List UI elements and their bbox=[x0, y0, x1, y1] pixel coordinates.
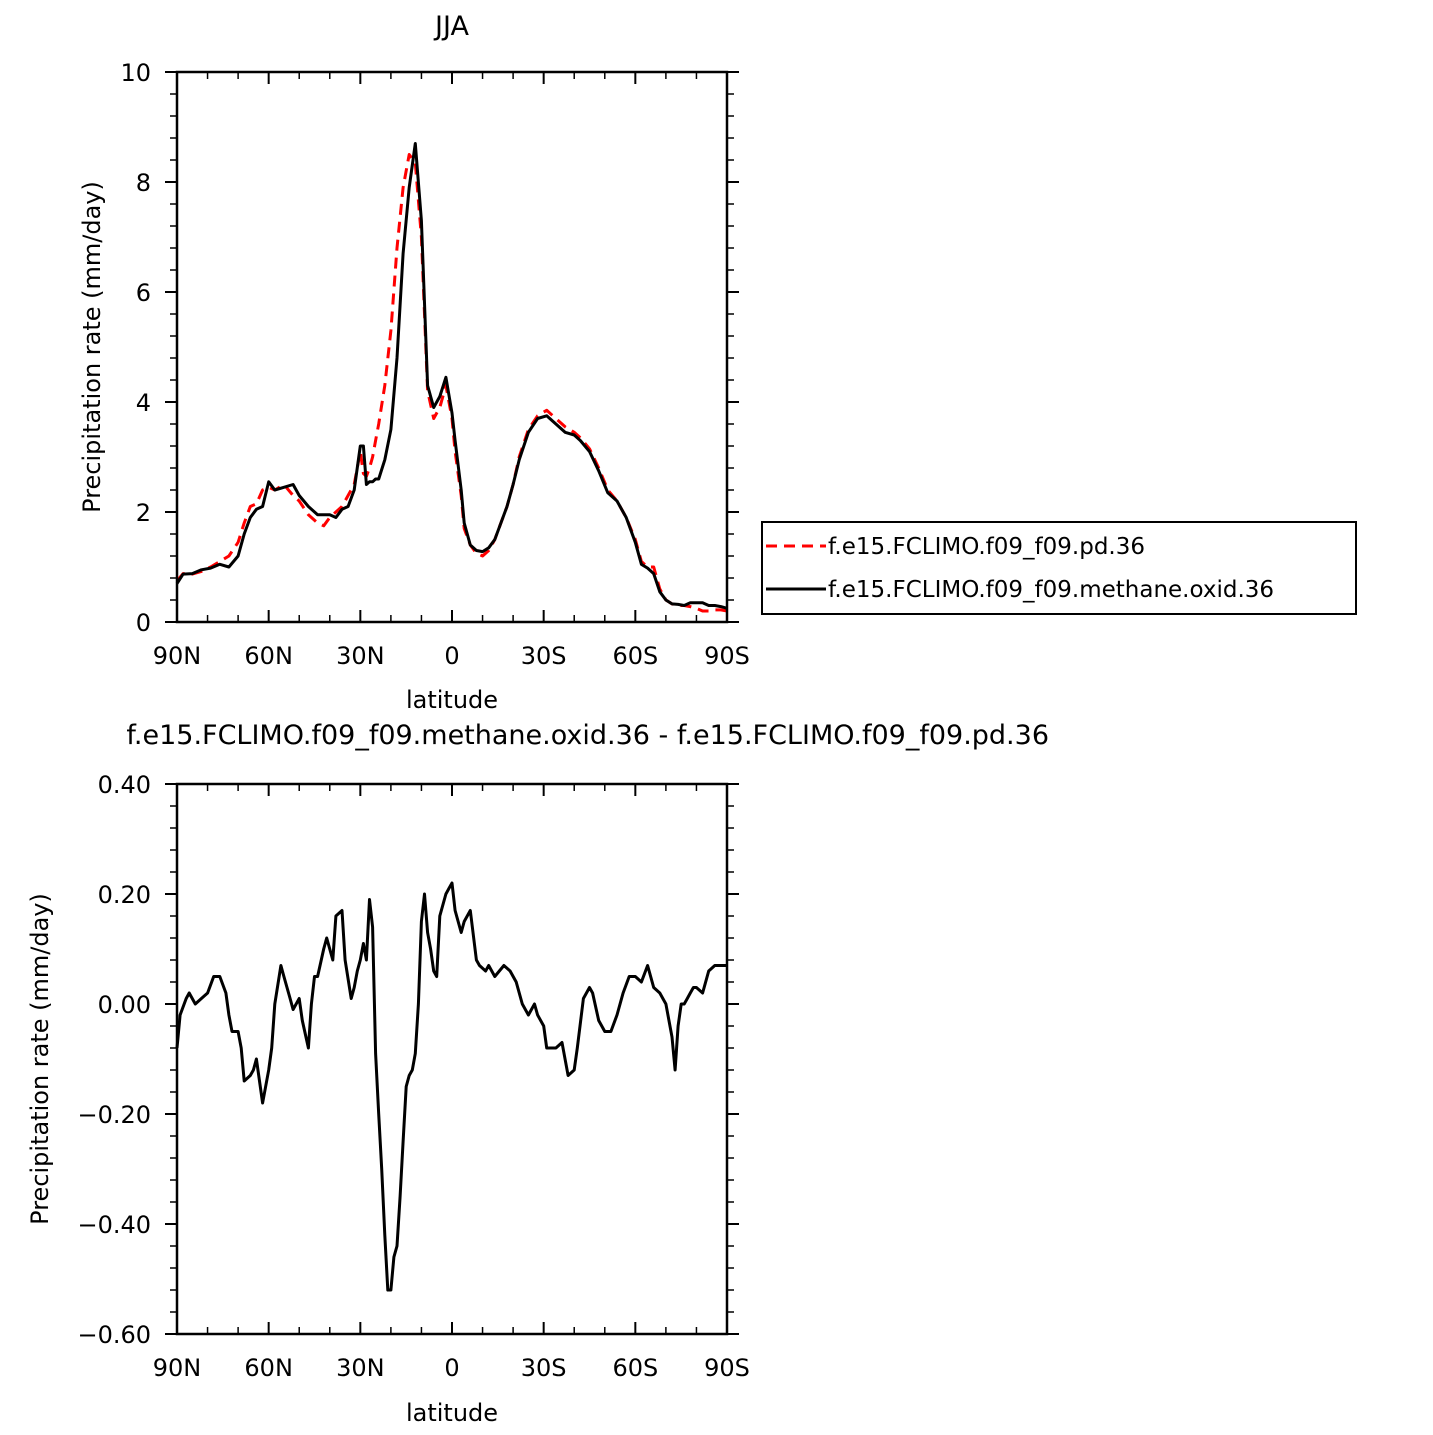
top-x-tick-label: 60N bbox=[244, 642, 293, 670]
top-series-line-methane-oxid bbox=[175, 142, 728, 610]
top-y-tick-label: 8 bbox=[136, 169, 151, 197]
bottom-series-line-difference bbox=[175, 881, 727, 1292]
bottom-chart-x-axis-title: latitude bbox=[406, 1399, 498, 1427]
bottom-chart-panel: f.e15.FCLIMO.f09_f09.methane.oxid.36 - f… bbox=[26, 720, 1049, 1427]
bottom-y-tick-label: 0.00 bbox=[98, 991, 151, 1019]
top-y-tick-label: 0 bbox=[136, 609, 151, 637]
legend-label-pd: f.e15.FCLIMO.f09_f09.pd.36 bbox=[828, 534, 1145, 560]
top-chart-series bbox=[175, 142, 728, 613]
top-chart-title: JJA bbox=[433, 11, 469, 42]
top-x-tick-label: 30N bbox=[336, 642, 385, 670]
bottom-chart-frame bbox=[175, 782, 729, 1336]
top-chart-frame bbox=[175, 70, 729, 624]
top-x-tick-label: 0 bbox=[444, 642, 459, 670]
bottom-chart-title: f.e15.FCLIMO.f09_f09.methane.oxid.36 - f… bbox=[126, 720, 1049, 751]
top-x-tick-label: 60S bbox=[612, 642, 658, 670]
bottom-chart-series bbox=[175, 881, 727, 1292]
bottom-x-tick-label: 90N bbox=[153, 1354, 202, 1382]
bottom-y-tick-label: 0.40 bbox=[98, 771, 151, 799]
bottom-chart-x-tick-labels: 90N 60N 30N 0 30S 60S 90S bbox=[153, 1354, 750, 1382]
bottom-y-tick-label: −0.20 bbox=[77, 1101, 151, 1129]
bottom-x-tick-label: 0 bbox=[444, 1354, 459, 1382]
top-chart-x-axis-title: latitude bbox=[406, 686, 498, 714]
top-x-tick-label: 90S bbox=[704, 642, 750, 670]
bottom-chart-y-tick-labels: 0.40 0.20 0.00 −0.20 −0.40 −0.60 bbox=[77, 771, 151, 1349]
top-x-tick-label: 30S bbox=[521, 642, 567, 670]
top-chart-y-tick-labels: 0 2 4 6 8 10 bbox=[120, 59, 151, 637]
top-x-tick-label: 90N bbox=[153, 642, 202, 670]
bottom-y-tick-label: 0.20 bbox=[98, 881, 151, 909]
bottom-chart-ticks bbox=[165, 783, 739, 1335]
legend-box bbox=[761, 521, 1357, 615]
bottom-y-tick-label: −0.40 bbox=[77, 1211, 151, 1239]
top-y-tick-label: 6 bbox=[136, 279, 151, 307]
top-chart-ticks bbox=[165, 71, 739, 623]
bottom-x-tick-label: 30N bbox=[336, 1354, 385, 1382]
top-y-tick-label: 10 bbox=[120, 59, 151, 87]
bottom-x-tick-label: 60N bbox=[244, 1354, 293, 1382]
top-y-tick-label: 4 bbox=[136, 389, 151, 417]
bottom-x-tick-label: 30S bbox=[521, 1354, 567, 1382]
top-chart-y-axis-title: Precipitation rate (mm/day) bbox=[78, 181, 106, 513]
top-y-tick-label: 2 bbox=[136, 499, 151, 527]
legend-label-methane-oxid: f.e15.FCLIMO.f09_f09.methane.oxid.36 bbox=[828, 577, 1274, 603]
top-series-line-pd bbox=[175, 153, 728, 613]
bottom-x-tick-label: 90S bbox=[704, 1354, 750, 1382]
top-chart-x-tick-labels: 90N 60N 30N 0 30S 60S 90S bbox=[153, 642, 750, 670]
bottom-x-tick-label: 60S bbox=[612, 1354, 658, 1382]
top-chart-panel: JJA 90N 60N 30N 0 30S 60S 90S 0 2 4 6 8 10 latitude… bbox=[78, 11, 750, 714]
bottom-chart-y-axis-title: Precipitation rate (mm/day) bbox=[26, 893, 54, 1225]
legend: f.e15.FCLIMO.f09_f09.pd.36 f.e15.FCLIMO.… bbox=[761, 521, 1357, 615]
bottom-y-tick-label: −0.60 bbox=[77, 1321, 151, 1349]
